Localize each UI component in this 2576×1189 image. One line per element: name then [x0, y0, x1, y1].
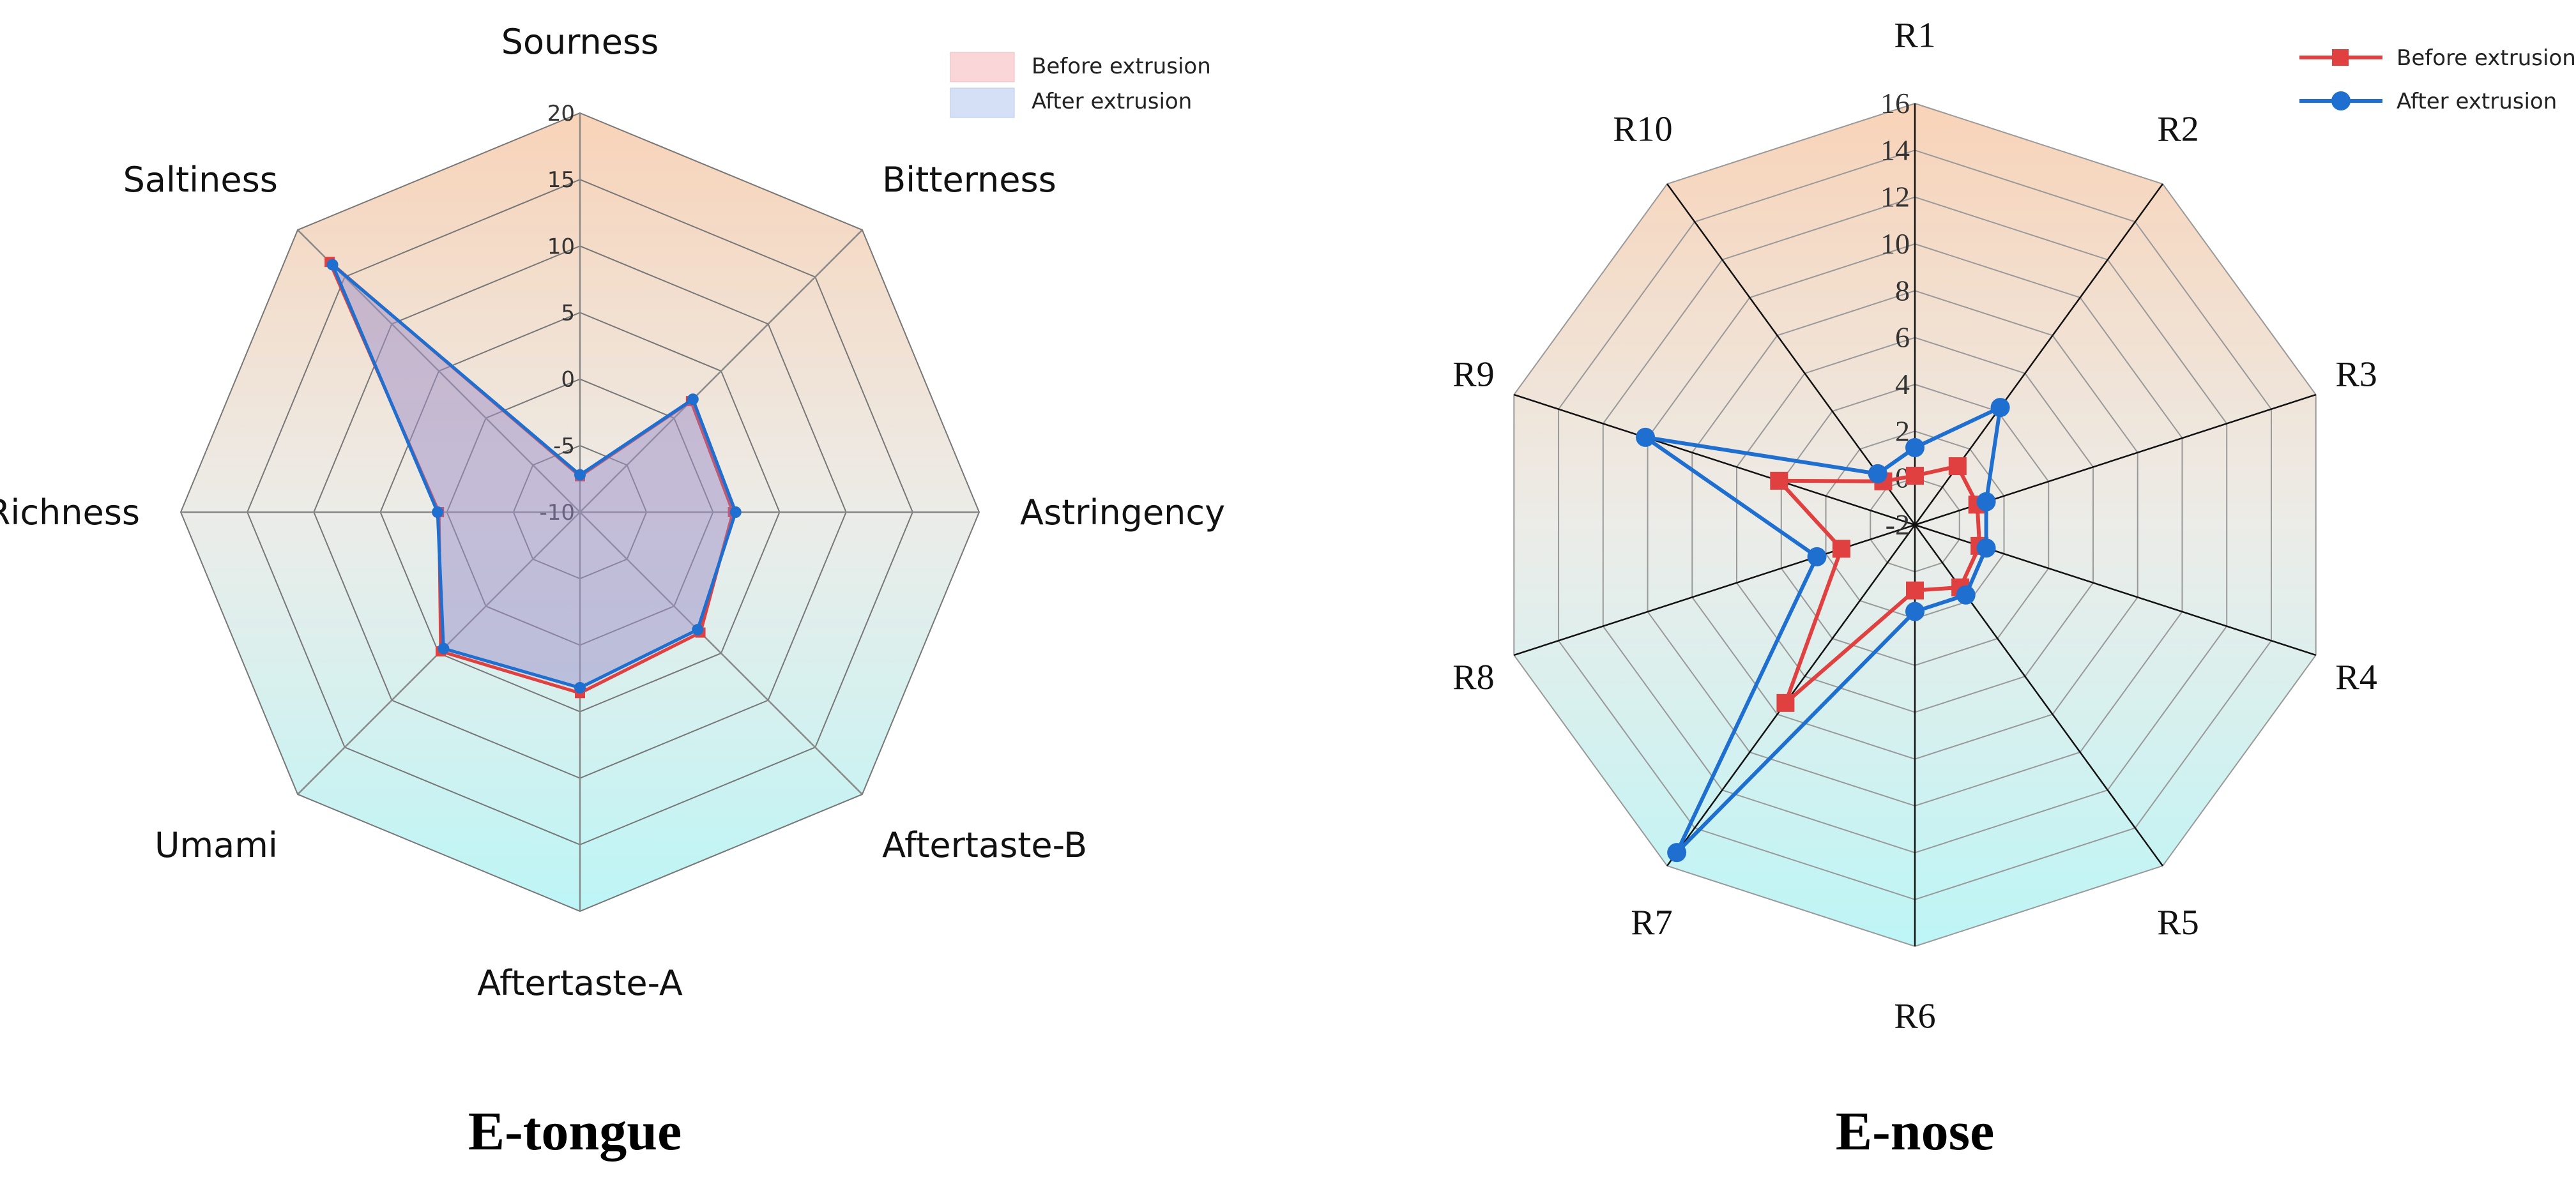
chart-title: E-nose [1836, 1100, 1994, 1162]
point-after-aftertaste-b [692, 624, 704, 636]
chart-title: E-tongue [468, 1100, 682, 1162]
point-after-r9 [1636, 427, 1656, 447]
axis-label-r1: R1 [1894, 16, 1935, 56]
legend-marker-before [2332, 49, 2349, 66]
axis-label-saltiness: Saltiness [123, 160, 278, 200]
axis-label-aftertaste-b: Aftertaste-B [882, 825, 1087, 865]
legend-marker-after [2331, 91, 2351, 110]
point-after-r8 [1807, 547, 1827, 566]
point-after-r10 [1868, 464, 1887, 483]
legend: Before extrusion After extrusion [2299, 45, 2576, 114]
point-after-r6 [1905, 602, 1924, 621]
point-before-r9 [1770, 471, 1788, 490]
axis-labels: Sourness Bitterness Astringency Aftertaste-… [0, 22, 1225, 1003]
point-after-r1 [1905, 438, 1924, 457]
axis-label-bitterness: Bitterness [882, 160, 1056, 200]
legend-swatch-after [950, 87, 1015, 118]
axis-label-r6: R6 [1894, 997, 1935, 1036]
point-after-r7 [1667, 843, 1687, 863]
point-after-r4 [1976, 538, 1996, 558]
point-after-r5 [1956, 585, 1976, 605]
axis-label-r9: R9 [1452, 354, 1494, 394]
axis-label-r3: R3 [2335, 354, 2377, 394]
axis-label-r4: R4 [2335, 658, 2377, 697]
point-after-umami [438, 642, 450, 655]
tick-label: 12 [1880, 181, 1910, 213]
tick-label: 8 [1895, 274, 1910, 307]
tick-label: 10 [1880, 227, 1910, 260]
tick-label: 2 [1895, 414, 1910, 447]
point-after-bitterness [687, 393, 699, 405]
axis-label-richness: Richness [0, 492, 140, 533]
legend: Before extrusion After extrusion [939, 45, 1297, 121]
axis-label-umami: Umami [155, 825, 278, 865]
point-before-r2 [1948, 457, 1967, 476]
tick-label: 5 [561, 301, 575, 326]
tick-label: 14 [1880, 133, 1910, 166]
point-after-richness [432, 506, 444, 518]
spoke-aftertaste-b [579, 511, 863, 795]
point-after-r3 [1976, 492, 1996, 511]
axis-label-r2: R2 [2157, 109, 2199, 149]
legend-label-after: After extrusion [1032, 89, 1192, 114]
point-after-aftertaste-a [574, 682, 586, 693]
tick-label: 6 [1895, 321, 1910, 354]
tick-label: -2 [1886, 508, 1910, 541]
point-before-r7 [1776, 693, 1795, 712]
tick-label: 10 [547, 234, 575, 259]
legend-label-before: Before extrusion [2397, 45, 2576, 71]
radar-series [1636, 398, 2010, 863]
axis-labels: R1 R2 R3 R4 R5 R6 R7 R8 R9 R10 [1452, 16, 2377, 1036]
axis-label-astringency: Astringency [1020, 492, 1225, 533]
tick-label: 16 [1880, 87, 1910, 119]
tick-label: 20 [547, 101, 575, 126]
tick-label: 15 [547, 167, 575, 193]
point-before-r8 [1832, 540, 1850, 558]
point-after-sourness [574, 469, 586, 481]
axis-label-r10: R10 [1613, 109, 1672, 149]
point-after-astringency [729, 506, 742, 518]
axis-label-r8: R8 [1452, 658, 1494, 697]
tick-label: -10 [539, 500, 575, 526]
axis-label-aftertaste-a: Aftertaste-A [477, 963, 683, 1003]
axis-label-r7: R7 [1631, 903, 1672, 943]
axis-label-r5: R5 [2157, 903, 2199, 943]
tick-label: 0 [561, 367, 575, 393]
point-after-r2 [1990, 398, 2010, 418]
radar-series [324, 257, 742, 699]
point-before-r6 [1906, 581, 1924, 600]
legend-label-before: Before extrusion [1032, 54, 1211, 79]
tick-label: 4 [1895, 368, 1910, 400]
legend-label-after: After extrusion [2397, 89, 2557, 114]
point-before-r1 [1906, 467, 1924, 485]
spoke-bitterness [579, 229, 863, 513]
legend-swatch-before [950, 52, 1015, 82]
point-after-saltiness [326, 259, 339, 271]
axis-label-sourness: Sourness [501, 22, 659, 62]
spoke-r9 [1513, 393, 1916, 526]
